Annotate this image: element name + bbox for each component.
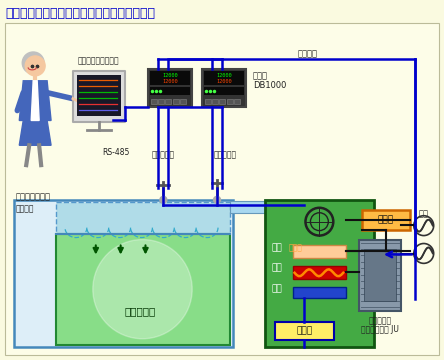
Bar	[293, 246, 346, 258]
Circle shape	[25, 56, 45, 76]
Bar	[73, 71, 125, 122]
Bar	[151, 87, 190, 95]
Text: 12000: 12000	[163, 79, 178, 84]
Bar	[165, 99, 171, 104]
Text: フィルタ: フィルタ	[15, 205, 34, 214]
Bar	[227, 99, 233, 104]
Bar	[293, 266, 346, 279]
Text: 湿度センサ: 湿度センサ	[152, 150, 175, 159]
Text: クリーンブース: クリーンブース	[15, 192, 50, 201]
Text: グラフィックパネル: グラフィックパネル	[78, 56, 119, 65]
Bar	[56, 234, 230, 345]
Text: 12000: 12000	[216, 79, 232, 84]
Text: 温度センサ: 温度センサ	[214, 150, 237, 159]
Text: 【クリーンブース、環境試験の温湿度制御】: 【クリーンブース、環境試験の温湿度制御】	[5, 7, 155, 20]
Circle shape	[160, 196, 167, 203]
Bar	[151, 99, 158, 104]
Bar	[77, 75, 121, 117]
Text: 加湿: 加湿	[272, 243, 282, 252]
Bar	[202, 69, 246, 107]
Bar	[359, 239, 401, 311]
Bar	[293, 287, 346, 298]
Bar	[362, 210, 410, 230]
Text: 調節計: 調節計	[253, 72, 268, 81]
Bar	[275, 322, 334, 340]
Text: 12000: 12000	[216, 73, 232, 78]
Polygon shape	[19, 121, 51, 145]
Bar	[230, 201, 265, 213]
Bar	[234, 99, 240, 104]
Text: 12000: 12000	[163, 73, 178, 78]
Text: 加熱: 加熱	[272, 264, 282, 273]
Text: RS-485: RS-485	[102, 148, 129, 157]
Bar	[159, 99, 164, 104]
Circle shape	[93, 239, 192, 339]
Bar	[148, 69, 192, 107]
Polygon shape	[19, 81, 51, 121]
Bar	[173, 99, 179, 104]
Text: サイリスタ: サイリスタ	[369, 316, 392, 325]
Text: DB1000: DB1000	[253, 81, 286, 90]
Text: 電源: 電源	[419, 210, 429, 219]
Bar	[205, 99, 211, 104]
Bar	[219, 99, 225, 104]
Bar	[265, 200, 374, 347]
Text: ＊＊＊: ＊＊＊	[289, 243, 302, 252]
Bar	[180, 99, 186, 104]
Text: 室外機: 室外機	[297, 326, 313, 335]
Polygon shape	[31, 81, 39, 121]
Circle shape	[22, 52, 44, 74]
Bar	[364, 249, 396, 301]
Bar	[56, 202, 230, 234]
Bar	[204, 87, 244, 95]
Text: 制御信号: 制御信号	[297, 49, 317, 58]
Text: 加湿機: 加湿機	[378, 215, 394, 224]
Text: レギュレータ JU: レギュレータ JU	[361, 325, 399, 334]
Bar	[151, 71, 190, 85]
Text: 作業エリア: 作業エリア	[125, 306, 156, 316]
Circle shape	[214, 196, 221, 203]
Text: 冷却: 冷却	[272, 284, 282, 293]
Bar	[204, 71, 244, 85]
Bar	[14, 200, 233, 347]
Bar	[212, 99, 218, 104]
